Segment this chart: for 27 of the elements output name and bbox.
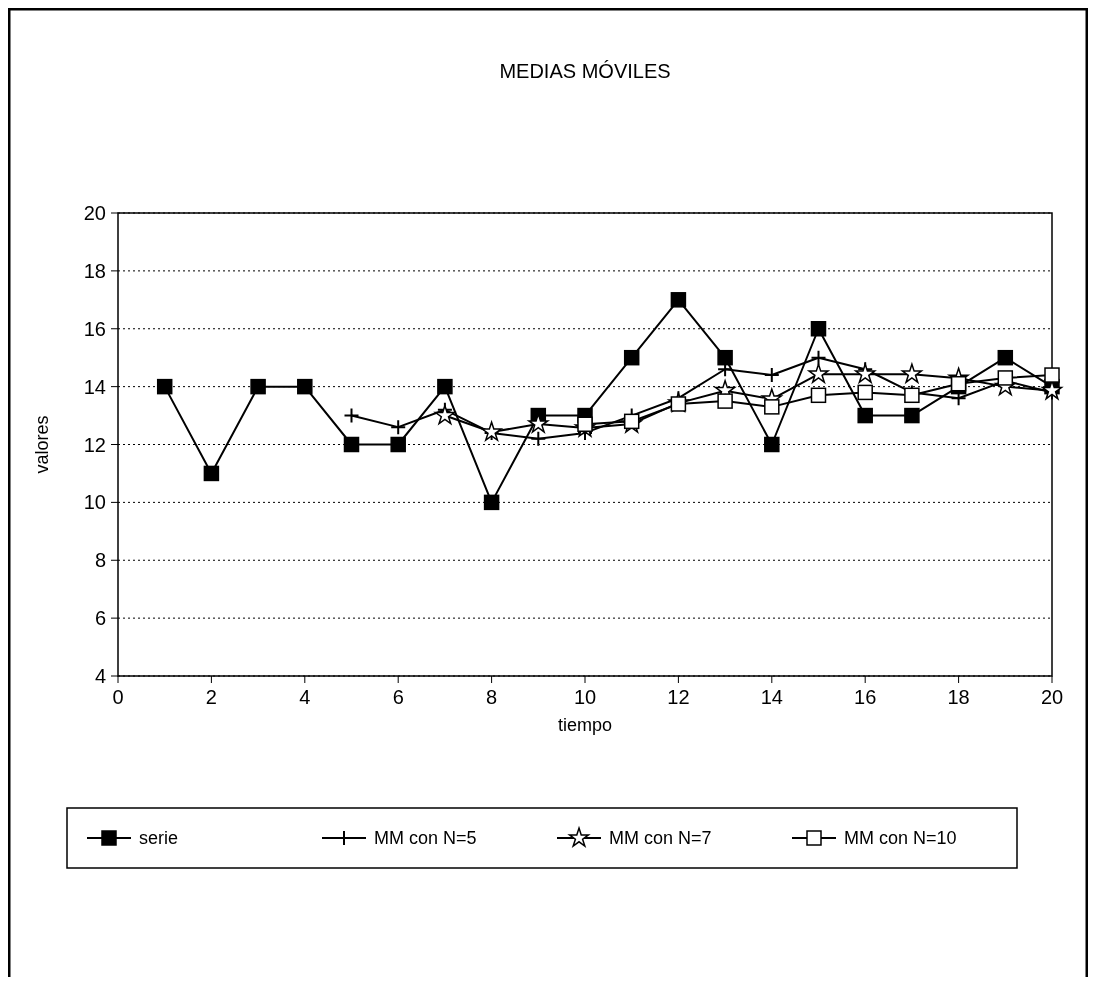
chart-title: MEDIAS MÓVILES [499, 60, 671, 82]
legend-label: serie [139, 828, 179, 849]
x-tick-label: 20 [1040, 686, 1064, 708]
x-tick-label: 0 [112, 686, 124, 708]
y-tick-label: 4 [94, 665, 106, 687]
x-tick-label: 16 [854, 686, 877, 708]
x-tick-label: 8 [486, 686, 498, 708]
x-tick-label: 12 [667, 686, 690, 708]
y-tick-label: 6 [94, 607, 106, 630]
y-tick-label: 20 [83, 202, 106, 224]
x-axis-title: tiempo [557, 715, 613, 735]
x-tick-label: 10 [573, 686, 597, 708]
x-tick-label: 2 [205, 686, 217, 708]
x-tick-label: 4 [299, 686, 311, 708]
y-tick-label: 8 [94, 549, 106, 572]
y-axis-title: valores [32, 415, 52, 474]
y-tick-label: 10 [83, 491, 106, 514]
legend-label: MM con N=7 [609, 828, 712, 849]
legend-label: MM con N=5 [374, 828, 477, 849]
x-tick-label: 6 [392, 686, 404, 708]
y-tick-label: 14 [83, 375, 106, 398]
x-tick-label: 14 [760, 686, 783, 708]
y-tick-label: 16 [83, 317, 106, 340]
y-tick-label: 18 [83, 259, 106, 282]
x-tick-label: 18 [947, 686, 970, 708]
y-tick-label: 12 [83, 433, 106, 456]
legend-label: MM con N=10 [844, 828, 957, 849]
